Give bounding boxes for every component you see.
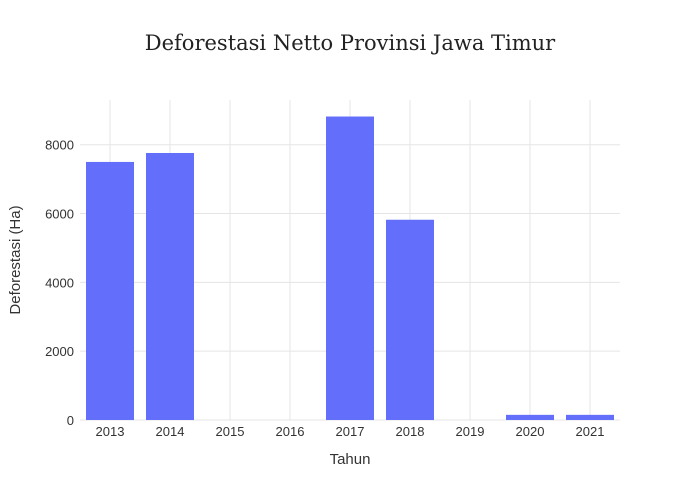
y-axis-title: Deforestasi (Ha) (7, 205, 24, 314)
x-axis-title: Tahun (330, 451, 371, 468)
bar-layer (86, 116, 614, 421)
bar-2013[interactable] (86, 161, 134, 420)
bar-2017[interactable] (326, 116, 374, 421)
y-tick-label: 8000 (45, 138, 74, 153)
y-tick-label: 2000 (45, 344, 74, 359)
x-tick-label: 2021 (576, 424, 605, 439)
x-axis-ticks: 2013 2014 2015 2016 2017 2018 2019 2020 2021 (96, 424, 605, 439)
x-tick-label: 2015 (216, 424, 245, 439)
x-tick-label: 2018 (396, 424, 425, 439)
x-tick-label: 2013 (96, 424, 125, 439)
y-tick-label: 0 (67, 413, 74, 428)
bar-2020[interactable] (506, 414, 554, 420)
bar-2018[interactable] (386, 219, 434, 420)
x-tick-label: 2020 (516, 424, 545, 439)
x-tick-label: 2016 (276, 424, 305, 439)
x-tick-label: 2014 (156, 424, 185, 439)
bar-2014[interactable] (146, 152, 194, 420)
bar-2021[interactable] (566, 414, 614, 420)
chart-title: Deforestasi Netto Provinsi Jawa Timur (145, 31, 556, 55)
y-tick-label: 4000 (45, 275, 74, 290)
x-tick-label: 2017 (336, 424, 365, 439)
y-tick-label: 6000 (45, 207, 74, 222)
x-tick-label: 2019 (456, 424, 485, 439)
y-axis-ticks: 0 2000 4000 6000 8000 (45, 138, 74, 428)
